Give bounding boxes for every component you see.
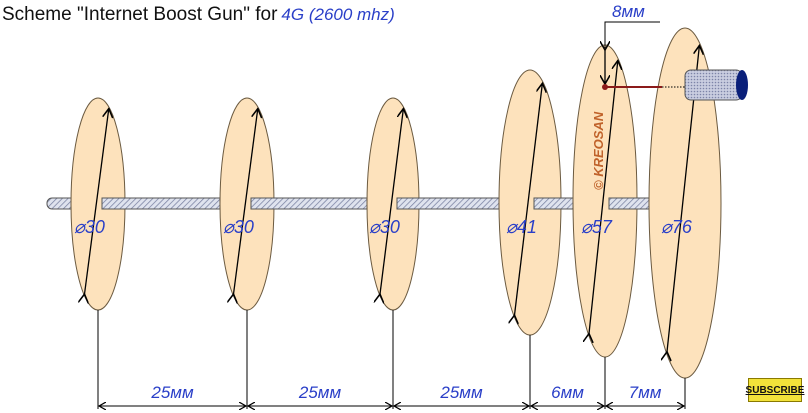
offset-leader [604,21,660,48]
spacing-label: 25мм [298,383,342,402]
title-text: Scheme "Internet Boost Gun" for [2,4,278,25]
rod-segment [101,197,221,210]
diameter-label: ⌀57 [581,217,613,237]
coax-connector [684,69,743,101]
watermark: © KREOSAN [591,111,606,190]
subscribe-button[interactable]: SUBSCRIBE [746,378,804,402]
diameter-arrow [380,109,403,295]
offset-label: 8мм [612,2,645,21]
diameter-label: ⌀30 [369,217,400,237]
rod-segment [396,197,500,210]
feed-point [602,84,608,90]
spacing-label: 25мм [150,383,194,402]
diameter-label: ⌀30 [223,217,254,237]
diameter-label: ⌀30 [74,217,105,237]
rod-segment [608,197,650,210]
spacing-label: 6мм [551,383,584,402]
diameter-arrow [85,109,109,295]
title-band: 4G (2600 mhz) [281,5,395,24]
spacing-label: 25мм [439,383,483,402]
diameter-arrow [589,61,618,334]
spacing-label: 7мм [629,383,662,402]
rod-segment [533,197,574,210]
connector-end [736,70,748,100]
diameter-label: ⌀41 [506,217,537,237]
diameter-arrow [515,83,543,315]
page-title: Scheme "Internet Boost Gun" for 4G (2600 … [2,4,395,26]
diameter-label: ⌀76 [661,217,693,237]
rod-segment [250,197,368,210]
diameter-arrow [234,109,258,295]
